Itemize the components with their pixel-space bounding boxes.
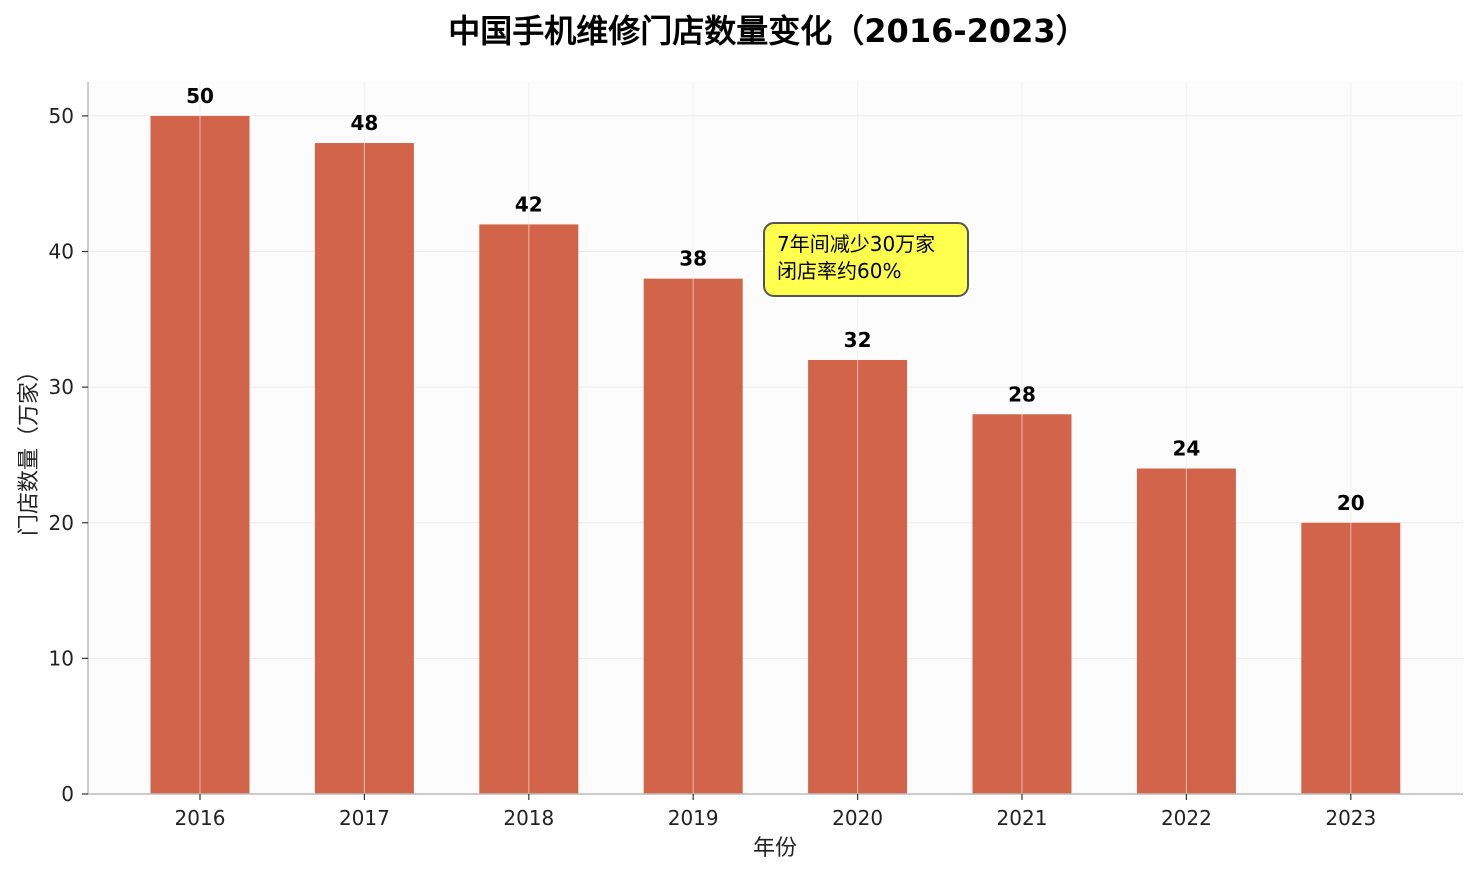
annotation-background xyxy=(763,222,969,297)
x-tick-label: 2019 xyxy=(668,806,719,830)
annotation-line-2: 闭店率约60% xyxy=(777,259,901,283)
x-tick-label: 2020 xyxy=(832,806,883,830)
y-tick-label: 10 xyxy=(49,646,74,670)
y-axis-label: 门店数量（万家） xyxy=(17,360,42,536)
data-label-2018: 42 xyxy=(515,192,543,216)
data-label-2022: 24 xyxy=(1172,437,1200,461)
chart-title: 中国手机维修门店数量变化（2016-2023） xyxy=(448,12,1087,50)
data-label-2023: 20 xyxy=(1337,491,1365,515)
x-ticks: 2016 2017 2018 2019 2020 2021 2022 2023 xyxy=(175,794,1376,830)
x-tick-label: 2021 xyxy=(997,806,1048,830)
x-axis-label: 年份 xyxy=(753,836,797,861)
vertical-grid-lines xyxy=(199,82,1352,794)
data-label-2019: 38 xyxy=(679,247,707,271)
y-tick-label: 30 xyxy=(49,375,74,399)
x-tick-label: 2022 xyxy=(1161,806,1212,830)
annotation-line-1: 7年间减少30万家 xyxy=(777,232,935,256)
data-label-2017: 48 xyxy=(350,111,378,135)
data-labels: 50 48 42 38 32 28 24 20 xyxy=(186,84,1365,515)
x-tick-label: 2016 xyxy=(175,806,226,830)
y-tick-label: 50 xyxy=(49,104,74,128)
y-tick-label: 40 xyxy=(49,240,74,264)
data-label-2016: 50 xyxy=(186,84,214,108)
y-ticks: 0 10 20 30 40 50 xyxy=(49,104,88,806)
y-tick-label: 0 xyxy=(61,782,74,806)
x-tick-label: 2017 xyxy=(339,806,390,830)
y-tick-label: 20 xyxy=(49,511,74,535)
x-tick-label: 2023 xyxy=(1325,806,1376,830)
annotation-box: 7年间减少30万家 闭店率约60% xyxy=(763,222,969,297)
x-tick-label: 2018 xyxy=(503,806,554,830)
data-label-2020: 32 xyxy=(844,328,872,352)
plot-area xyxy=(88,82,1463,794)
data-label-2021: 28 xyxy=(1008,382,1036,406)
